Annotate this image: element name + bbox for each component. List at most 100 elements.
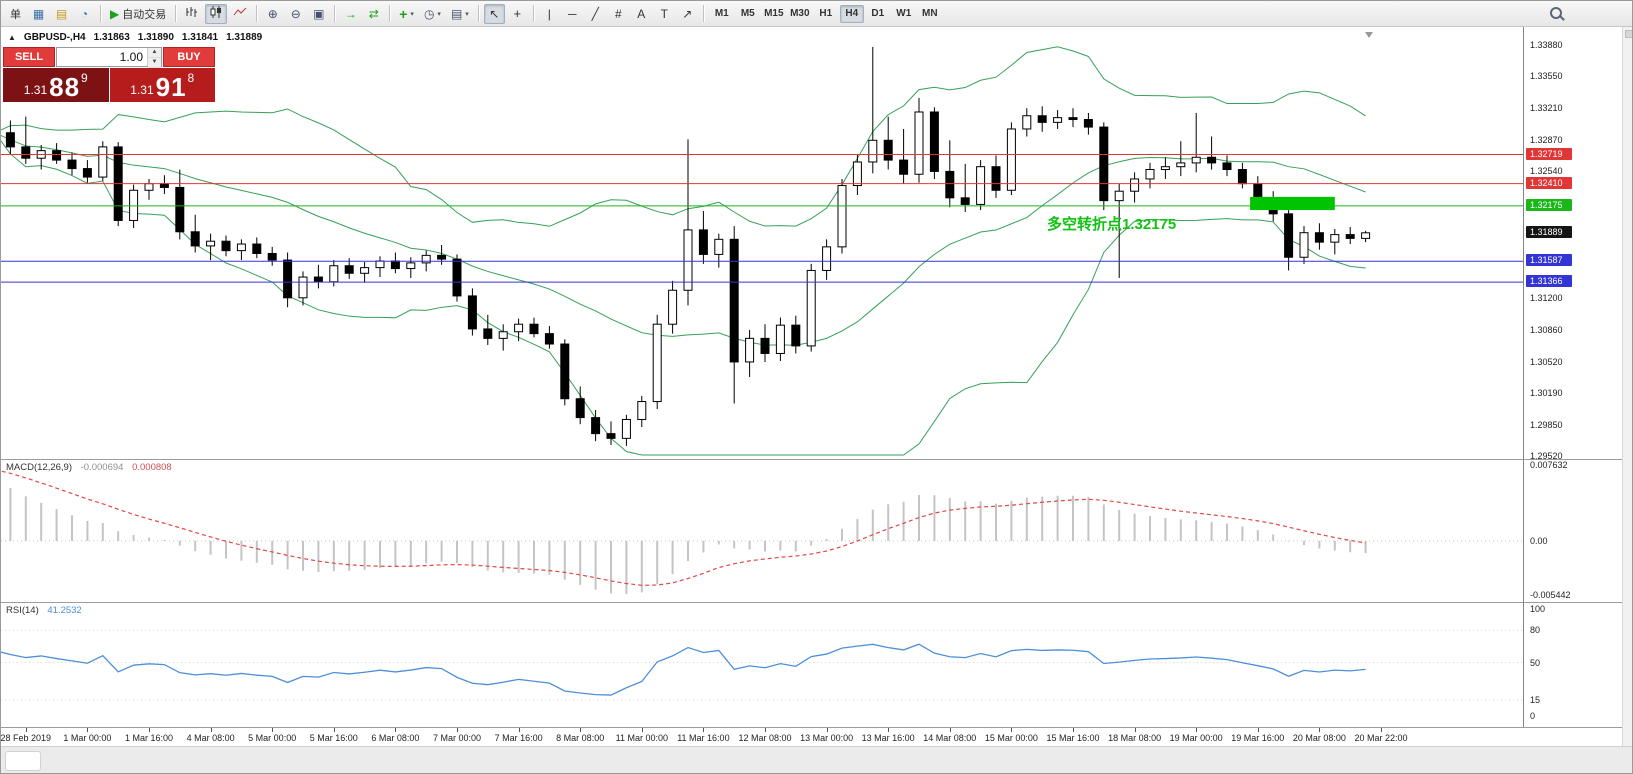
zoom-out-button[interactable]: ⊖ [285,4,306,24]
crosshair-button[interactable]: + [507,4,528,24]
terminal-button[interactable]: ◔ [74,4,95,24]
time-label: 28 Feb 2019 [0,733,52,743]
navigator-button[interactable]: ▤ [51,4,72,24]
candle [1345,234,1355,239]
cursor-icon: ↖ [489,6,500,21]
trendline-button[interactable]: ╱ [585,4,606,24]
pane-divider[interactable] [1,602,1632,603]
price-axis[interactable]: 1.33880 1.33550 1.33210 1.32870 1.32540 1.312… [1524,27,1622,727]
sell-button[interactable]: SELL [3,47,55,67]
price-level-badge: 1.31889 [1526,225,1572,238]
buy-price-panel[interactable]: 1.31 91 8 [109,68,215,102]
candle [960,197,970,205]
bar-chart-button[interactable] [181,4,203,24]
tile-windows-button[interactable]: ▣ [308,4,329,24]
candle [1053,117,1063,123]
ohlc-open: 1.31863 [93,32,130,43]
volume-field[interactable]: 1.00 ▲ ▼ [56,47,162,68]
time-tick [1011,728,1013,732]
candle [175,186,185,233]
chart-shift-button[interactable]: ⇄ [363,4,384,24]
indicators-button[interactable]: + ▾ [395,4,418,24]
candle [21,146,31,159]
rsi-indicator-pane[interactable] [1,602,1523,727]
market-watch-button[interactable]: ▦ [28,4,49,24]
new-order-button[interactable]: 单 [5,4,26,24]
timeframe-d1[interactable]: D1 [871,8,885,19]
buy-button[interactable]: BUY [163,47,215,67]
label-tool-button[interactable]: T [654,4,675,24]
macd-indicator-pane[interactable] [1,459,1523,602]
sell-price-panel[interactable]: 1.31 88 9 [3,68,109,102]
candle [945,170,955,199]
toolbar-separator [389,5,391,22]
candle [729,238,739,363]
timeframe-h1[interactable]: H1 [819,8,833,19]
candle [852,161,862,187]
collapse-panel-icon[interactable]: ▲ [8,33,16,42]
autotrade-button[interactable]: ▶ 自动交易 [106,4,170,24]
candlestick-chart-button[interactable] [205,3,228,24]
candle [1099,126,1109,202]
auto-scroll-button[interactable]: → [340,4,361,24]
time-label: 20 Mar 22:00 [1354,733,1408,743]
text-tool-button[interactable]: A [631,4,652,24]
scroll-thumb[interactable] [1625,30,1632,38]
price-chart-pane[interactable] [1,27,1523,459]
line-chart-button[interactable] [229,4,251,24]
pane-divider[interactable] [1,459,1632,460]
timeframe-w1[interactable]: W1 [896,8,912,19]
volume-up-icon[interactable]: ▲ [148,48,161,58]
ohlc-close: 1.31889 [226,32,263,43]
candle [406,262,416,270]
chart-shift-marker[interactable] [1365,32,1373,38]
volume-down-icon[interactable]: ▼ [148,58,161,68]
buy-price-sup: 8 [187,71,195,85]
periods-button[interactable]: ◷ ▾ [420,4,445,24]
zoom-in-button[interactable]: ⊕ [262,4,283,24]
timeframe-m1[interactable]: M1 [714,8,729,19]
candle [652,323,662,403]
time-axis[interactable]: 28 Feb 2019 1 Mar 00:00 1 Mar 16:00 4 Mar 0… [0,727,1632,746]
time-label: 7 Mar 16:00 [494,733,543,743]
time-label: 7 Mar 00:00 [432,733,482,743]
templates-button[interactable]: ▤ ▾ [447,4,473,24]
timeframe-h4[interactable]: H4 [839,4,864,23]
toolbar-separator [702,5,704,22]
timeframe-mn[interactable]: MN [922,8,938,19]
timeframe-m30[interactable]: M30 [790,8,810,19]
candle [976,166,986,205]
vertical-line-button[interactable]: | [539,4,560,24]
dropdown-icon: ▾ [437,10,441,18]
pivot-highlight-box [1250,196,1335,211]
candle [313,276,323,283]
price-axis-label: 1.32870 [1530,135,1563,146]
arrows-tool-button[interactable]: ↗ [677,4,698,24]
rsi-title: RSI(14) [6,605,39,616]
macd-title: MACD(12,26,9) [6,462,72,473]
time-label: 1 Mar 00:00 [63,733,112,743]
fibonacci-button[interactable]: # [608,4,629,24]
cursor-button[interactable]: ↖ [483,3,505,24]
arrows-tool-icon: ↗ [682,6,693,21]
status-pill[interactable] [5,751,41,771]
toolbar-separator [477,5,479,22]
price-axis-border [1523,27,1524,727]
time-label: 11 Mar 00:00 [615,733,668,743]
volume-value[interactable]: 1.00 [119,50,143,64]
search-icon[interactable] [1549,6,1565,22]
time-tick [1257,728,1259,732]
horizontal-line-button[interactable]: ─ [562,4,583,24]
buy-price-big: 91 [155,72,187,102]
price-axis-label: 1.30190 [1530,388,1563,399]
candle [760,337,770,354]
pivot-annotation-text[interactable]: 多空转折点1.32175 [1047,216,1177,233]
timeframe-m5[interactable]: M5 [740,8,755,19]
label-tool-icon: T [660,6,668,21]
price-axis-label: 1.32540 [1530,166,1563,177]
right-scroll-strip[interactable] [1622,27,1632,746]
candle [1068,117,1078,121]
vertical-line-icon: | [547,6,551,21]
timeframe-m15[interactable]: M15 [764,8,784,19]
indicators-add-icon: + [399,5,408,22]
